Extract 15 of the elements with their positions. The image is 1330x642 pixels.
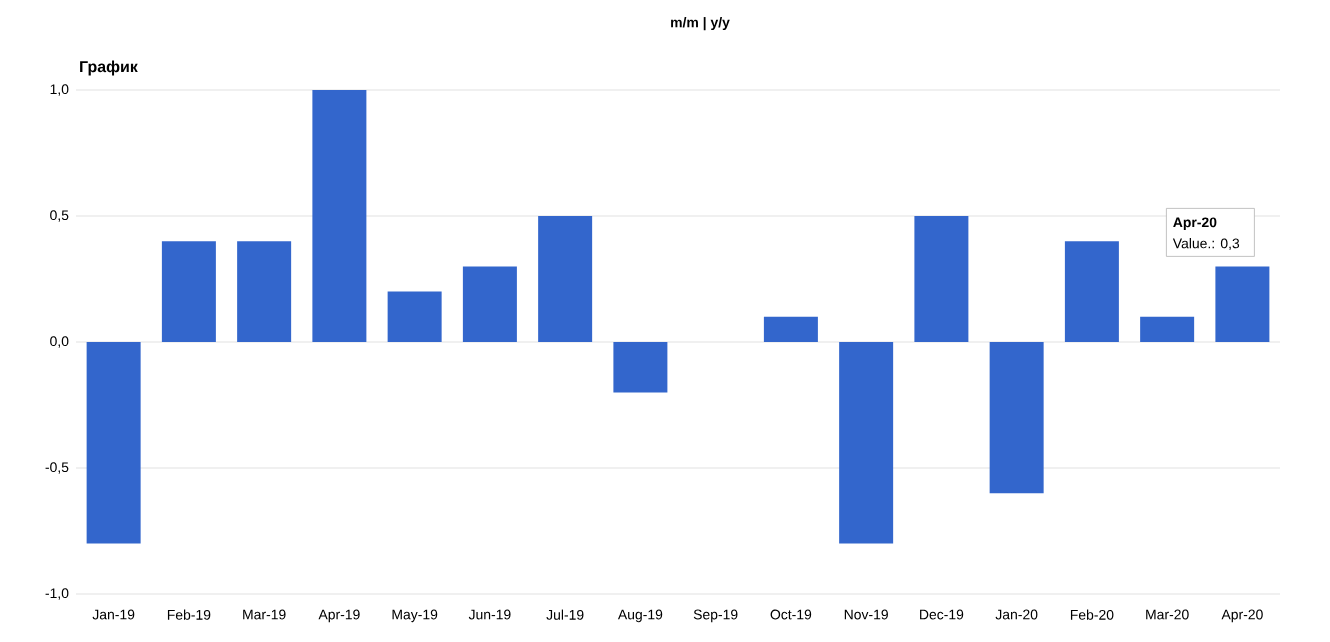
- bar: [387, 291, 442, 342]
- bar: [914, 215, 969, 342]
- bar: [1064, 241, 1119, 342]
- bar: [237, 241, 292, 342]
- bar: [462, 266, 517, 342]
- bar: [1140, 316, 1195, 342]
- bar: [839, 342, 894, 544]
- bar: [1215, 266, 1270, 342]
- bar: [538, 215, 593, 342]
- bar: [989, 342, 1044, 494]
- bar: [161, 241, 216, 342]
- bar: [86, 342, 141, 544]
- bar: [613, 342, 668, 393]
- bar: [312, 89, 367, 342]
- bar: [763, 316, 818, 342]
